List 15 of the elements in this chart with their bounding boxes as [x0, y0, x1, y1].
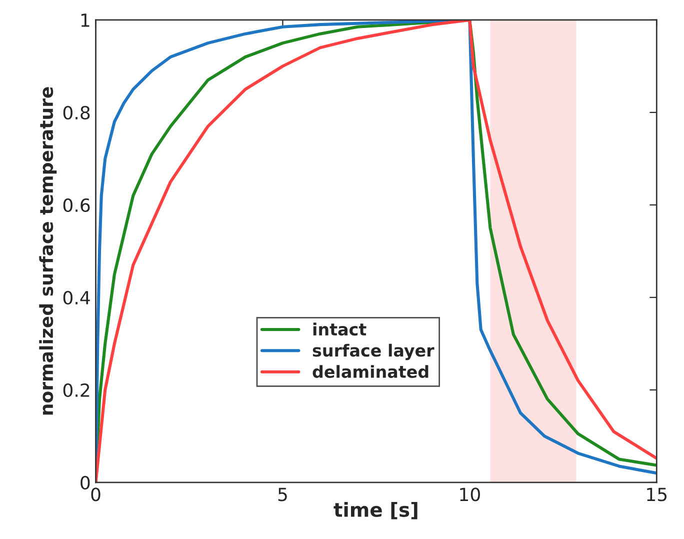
y-tick-label: 0.6 — [63, 198, 90, 212]
x-tick-label: 10 — [460, 488, 480, 502]
y-axis-title: normalized surface temperature — [39, 87, 57, 415]
y-tick-label: 1 — [81, 14, 90, 27]
y-tick-label: 0.2 — [63, 383, 90, 398]
legend-label: delaminated — [312, 365, 428, 378]
legend-label: surface layer — [312, 344, 434, 360]
y-tick-label: 0.4 — [63, 290, 90, 305]
x-tick-label: 5 — [278, 488, 287, 502]
legend-label: intact — [313, 322, 366, 336]
x-tick-label: 15 — [647, 488, 667, 502]
y-tick-label: 0.8 — [63, 106, 90, 120]
y-tick-label: 0 — [80, 476, 90, 490]
x-axis-title: time [s] — [334, 502, 418, 520]
x-tick-label: 0 — [91, 488, 100, 502]
